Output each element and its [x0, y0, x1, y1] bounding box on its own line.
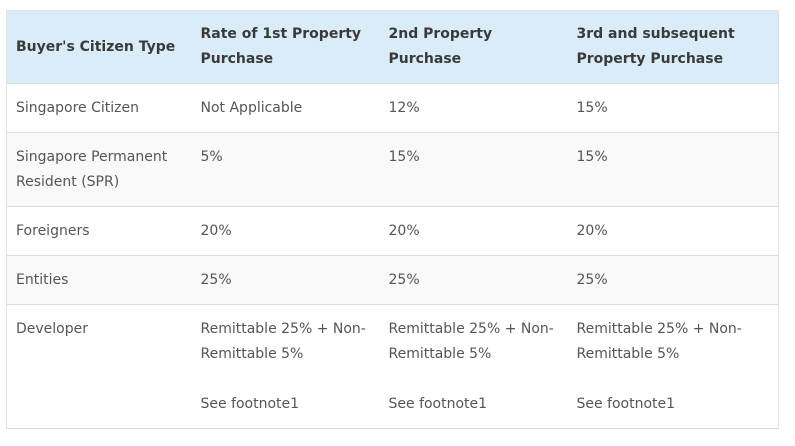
cell-third-purchase: Remittable 25% + Non-Remittable 5% See f… — [567, 304, 779, 429]
cell-buyer-type: Developer — [6, 304, 192, 429]
cell-second-purchase: 20% — [379, 206, 568, 256]
header-buyer-type: Buyer's Citizen Type — [6, 10, 192, 84]
cell-second-purchase: 25% — [379, 255, 568, 305]
table-row: Singapore Citizen Not Applicable 12% 15% — [6, 83, 779, 133]
header-first-purchase: Rate of 1st Property Purchase — [191, 10, 380, 84]
header-row: Buyer's Citizen Type Rate of 1st Propert… — [6, 10, 779, 84]
footnote-link: See footnote1 — [200, 396, 300, 412]
table-row: Developer Remittable 25% + Non-Remittabl… — [6, 304, 779, 429]
cell-second-purchase: Remittable 25% + Non-Remittable 5% See f… — [379, 304, 568, 429]
footnote-link: See footnote1 — [388, 396, 488, 412]
table-header: Buyer's Citizen Type Rate of 1st Propert… — [6, 10, 779, 84]
cell-buyer-type: Singapore Permanent Resident (SPR) — [6, 132, 192, 207]
cell-buyer-type: Entities — [6, 255, 192, 305]
cell-third-purchase: 20% — [567, 206, 779, 256]
table-body: Singapore Citizen Not Applicable 12% 15%… — [6, 83, 779, 429]
cell-third-purchase: 15% — [567, 83, 779, 133]
cell-first-purchase: 20% — [191, 206, 380, 256]
header-third-purchase: 3rd and subsequent Property Purchase — [567, 10, 779, 84]
developer-rate: Remittable 25% + Non-Remittable 5% — [388, 321, 554, 362]
table-row: Foreigners 20% 20% 20% — [6, 206, 779, 256]
table-row: Entities 25% 25% 25% — [6, 255, 779, 305]
developer-rate: Remittable 25% + Non-Remittable 5% — [576, 321, 742, 362]
stamp-duty-table: Buyer's Citizen Type Rate of 1st Propert… — [6, 10, 779, 429]
cell-first-purchase: Not Applicable — [191, 83, 380, 133]
cell-first-purchase: Remittable 25% + Non-Remittable 5% See f… — [191, 304, 380, 429]
stamp-duty-table-container: Buyer's Citizen Type Rate of 1st Propert… — [6, 10, 779, 429]
cell-third-purchase: 25% — [567, 255, 779, 305]
header-second-purchase: 2nd Property Purchase — [379, 10, 568, 84]
cell-first-purchase: 25% — [191, 255, 380, 305]
developer-rate: Remittable 25% + Non-Remittable 5% — [200, 321, 366, 362]
footnote-link: See footnote1 — [576, 396, 676, 412]
cell-third-purchase: 15% — [567, 132, 779, 207]
table-row: Singapore Permanent Resident (SPR) 5% 15… — [6, 132, 779, 207]
cell-first-purchase: 5% — [191, 132, 380, 207]
cell-second-purchase: 15% — [379, 132, 568, 207]
cell-second-purchase: 12% — [379, 83, 568, 133]
cell-buyer-type: Foreigners — [6, 206, 192, 256]
cell-buyer-type: Singapore Citizen — [6, 83, 192, 133]
